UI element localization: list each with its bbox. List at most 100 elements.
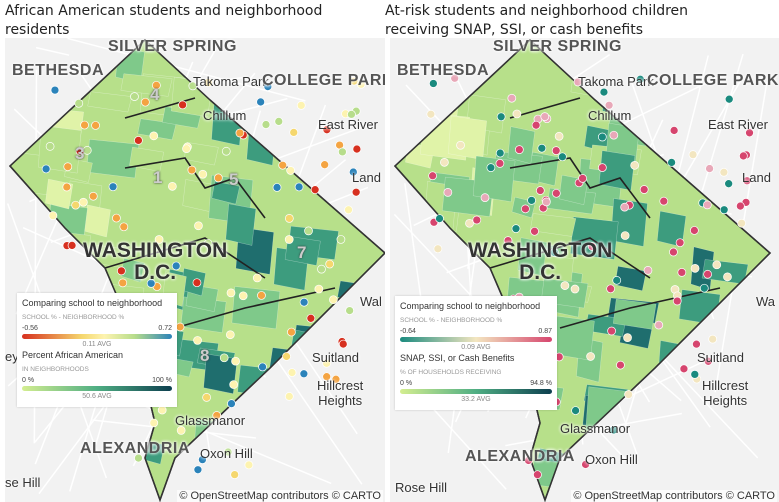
school-dot: [63, 162, 73, 172]
school-dot: [745, 128, 754, 138]
label-glassmanor: Glassmanor: [175, 413, 246, 428]
school-dot: [465, 218, 474, 228]
left-map[interactable]: SILVER SPRING BETHESDA Takoma Park COLLE…: [5, 38, 385, 502]
dc-line2: D.C.: [519, 261, 562, 284]
street: [288, 332, 358, 435]
label-oxon-hill: Oxon Hill: [585, 452, 638, 467]
school-dot: [289, 128, 299, 137]
census-tract: [612, 298, 657, 330]
school-dot: [149, 418, 159, 428]
left-title: African American students and neighborho…: [5, 3, 323, 38]
census-tract: [246, 121, 277, 166]
census-tract: [408, 449, 434, 481]
school-dot: [194, 221, 203, 231]
school-dot: [171, 261, 181, 271]
school-dot: [440, 157, 449, 167]
school-dot: [314, 284, 324, 294]
legend-title2: Percent African American: [22, 350, 124, 360]
school-dot: [616, 360, 625, 370]
school-dot: [690, 263, 700, 273]
school-dot: [472, 215, 482, 225]
school-dot: [703, 269, 712, 279]
school-dot: [274, 117, 284, 126]
school-dot: [304, 226, 313, 236]
census-tract: [183, 142, 219, 166]
legend-left: Comparing school to neighborhood SCHOOL …: [17, 293, 177, 407]
school-dot: [193, 465, 203, 475]
school-dot: [310, 185, 320, 195]
school-dot: [524, 456, 533, 465]
attribution[interactable]: © OpenStreetMap contributors © CARTO: [177, 490, 383, 502]
census-tract: [328, 306, 380, 344]
school-dot: [261, 120, 271, 129]
legend-avg: 0.09 AVG: [461, 344, 491, 351]
school-dot: [198, 169, 208, 179]
school-dot: [226, 288, 236, 298]
school-dot: [117, 266, 126, 276]
school-dot: [331, 374, 341, 384]
school-dot: [429, 79, 438, 88]
school-dot: [606, 284, 615, 294]
right-title: At-risk students and neighborhood childr…: [385, 3, 689, 38]
right-map[interactable]: SILVER SPRING BETHESDA Takoma Park COLLE…: [390, 38, 779, 502]
label-glassmanor: Glassmanor: [560, 421, 631, 436]
school-dot: [551, 146, 561, 155]
school-dot: [724, 94, 734, 104]
school-dot: [742, 176, 752, 186]
school-dot: [719, 205, 729, 215]
school-dot: [91, 121, 100, 130]
school-dot: [433, 244, 443, 254]
school-dot: [258, 362, 267, 372]
school-dot: [609, 425, 618, 435]
label-hillcrest: Hillcrest Heights: [702, 378, 748, 408]
legend-min: -0.64: [400, 328, 416, 335]
school-dot: [284, 392, 294, 401]
school-dot: [257, 291, 266, 300]
legend-subtitle: SCHOOL % - NEIGHBORHOOD %: [22, 314, 125, 321]
school-dot: [630, 160, 639, 170]
school-dot: [284, 235, 294, 244]
school-dot: [82, 146, 92, 155]
school-dot: [599, 87, 609, 97]
school-dot: [639, 185, 649, 194]
school-dot: [41, 164, 51, 174]
school-dot: [278, 160, 288, 170]
school-dot: [50, 85, 60, 95]
census-tract: [395, 418, 435, 458]
school-dot: [329, 295, 338, 305]
school-dot: [198, 455, 207, 464]
school-dot: [286, 166, 295, 175]
school-dot: [256, 97, 265, 107]
school-dot: [203, 78, 213, 88]
ward-label: 3: [75, 144, 85, 163]
school-dot: [178, 100, 187, 110]
school-dot: [540, 112, 550, 121]
school-dot: [480, 193, 490, 203]
school-dot: [739, 151, 748, 161]
school-dot: [154, 235, 164, 244]
school-dot: [284, 214, 294, 223]
school-dot: [187, 165, 197, 175]
attribution[interactable]: © OpenStreetMap contributors © CARTO: [571, 490, 777, 502]
school-dot: [537, 143, 547, 153]
school-dot: [609, 130, 619, 140]
school-dot: [202, 393, 211, 402]
dc-line2: D.C.: [134, 261, 177, 284]
label-washington-dc: WASHINGTON D.C.: [468, 240, 612, 284]
label-bethesda: BETHESDA: [12, 62, 105, 79]
school-dot: [299, 369, 309, 379]
school-dot: [736, 201, 745, 211]
school-dot: [348, 167, 358, 177]
school-dot: [450, 73, 460, 83]
legend-max: 0.72: [158, 325, 172, 332]
school-dot: [620, 202, 629, 212]
legend-gradient2: [400, 389, 552, 394]
census-tract: [713, 413, 746, 460]
census-tract: [447, 115, 487, 160]
school-dot: [338, 339, 348, 349]
label-takoma: Takoma Park: [193, 74, 269, 89]
school-dot: [212, 411, 222, 420]
school-dot: [356, 79, 366, 89]
school-dot: [119, 222, 129, 232]
school-dot: [719, 167, 729, 177]
